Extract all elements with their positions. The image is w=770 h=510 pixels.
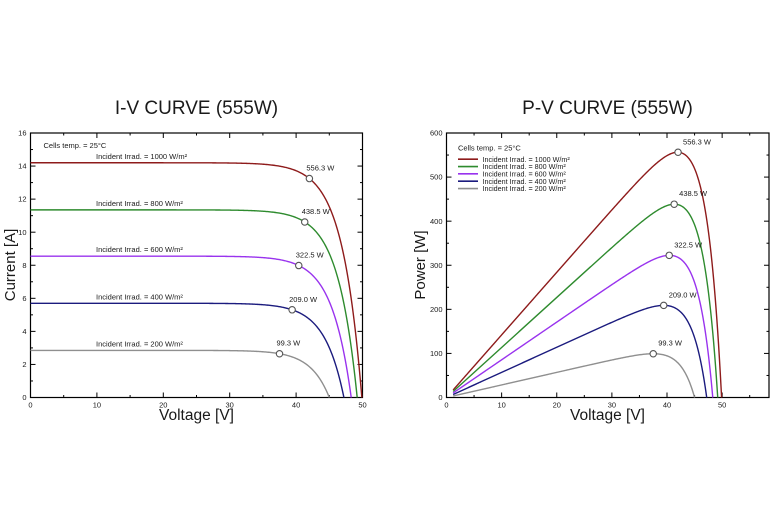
iv-mpp-label-200: 99.3 W (277, 339, 302, 348)
pv-x-tick-label: 30 (608, 401, 616, 410)
iv-mpp-label-1000: 556.3 W (306, 164, 335, 173)
iv-x-tick-label: 0 (28, 401, 32, 410)
iv-series-label-200: Incident Irrad. = 200 W/m² (96, 339, 183, 348)
pv-x-tick-label: 10 (497, 401, 505, 410)
pv-mpp-marker-800 (670, 200, 678, 208)
pv-y-axis-label: Power [W] (412, 230, 429, 300)
pv-y-tick-label: 0 (438, 393, 442, 402)
pv-x-tick-label: 40 (663, 401, 671, 410)
iv-x-axis-label: Voltage [V] (159, 407, 234, 424)
pv-mpp-label-1000: 556.3 W (683, 137, 712, 146)
iv-y-tick-label: 12 (18, 195, 26, 204)
iv-series-label-600: Incident Irrad. = 600 W/m² (96, 245, 183, 254)
pv-y-tick-label: 400 (430, 217, 443, 226)
pv-mpp-label-600: 322.5 W (674, 240, 703, 249)
pv-mpp-label-400: 209.0 W (669, 290, 698, 299)
iv-y-tick-label: 16 (18, 129, 26, 138)
pv-x-tick-label: 50 (718, 401, 726, 410)
iv-y-tick-label: 2 (22, 360, 26, 369)
pv-y-tick-label: 300 (430, 261, 443, 270)
pv-chart-title: P-V CURVE (555W) (522, 98, 693, 119)
pv-y-tick-label: 500 (430, 173, 443, 182)
pv-curve-400 (452, 304, 708, 398)
pv-x-tick-label: 0 (444, 401, 448, 410)
pv-legend-label-1: Incident Irrad. = 800 W/m² (483, 162, 567, 171)
iv-x-tick-label: 10 (93, 401, 101, 410)
iv-chart-title: I-V CURVE (555W) (114, 98, 279, 119)
pv-legend-title: Cells temp. = 25°C (458, 144, 521, 153)
pv-y-tick-label: 100 (430, 349, 443, 358)
iv-y-tick-label: 4 (22, 327, 26, 336)
iv-mpp-label-600: 322.5 W (296, 251, 325, 260)
iv-curve-600 (30, 255, 352, 398)
pv-y-tick-label: 200 (430, 305, 443, 314)
iv-x-tick-label: 40 (292, 401, 300, 410)
iv-cells-temp-annotation: Cells temp. = 25°C (44, 141, 107, 150)
iv-x-tick-label: 30 (226, 401, 234, 410)
iv-mpp-marker-400 (288, 306, 296, 314)
iv-y-tick-label: 14 (18, 162, 26, 171)
iv-mpp-marker-200 (275, 349, 284, 358)
pv-x-axis-label: Voltage [V] (570, 407, 645, 424)
iv-x-tick-label: 50 (358, 401, 366, 410)
iv-series-label-400: Incident Irrad. = 400 W/m² (96, 292, 183, 301)
pv-legend-label-4: Incident Irrad. = 200 W/m² (483, 184, 567, 193)
pv-y-tick-label: 600 (430, 129, 443, 138)
pv-mpp-marker-400 (659, 301, 668, 310)
iv-axes-box (29, 132, 364, 399)
pv-legend-label-2: Incident Irrad. = 600 W/m² (483, 169, 567, 178)
iv-mpp-label-800: 438.5 W (302, 207, 331, 216)
pv-x-tick-label: 20 (553, 401, 561, 410)
iv-curve-200 (30, 349, 330, 398)
iv-mpp-label-400: 209.0 W (289, 295, 318, 304)
iv-x-tick-label: 20 (159, 401, 167, 410)
pv-mpp-label-800: 438.5 W (679, 189, 708, 198)
iv-mpp-marker-600 (295, 261, 303, 270)
pv-legend-label-0: Incident Irrad. = 1000 W/m² (483, 155, 571, 164)
iv-y-axis-label: Current [A] (2, 228, 19, 302)
iv-y-tick-label: 8 (22, 261, 26, 270)
iv-y-tick-label: 10 (18, 228, 26, 237)
iv-mpp-marker-800 (300, 218, 309, 226)
pv-mpp-label-200: 99.3 W (658, 339, 683, 348)
iv-mpp-marker-1000 (305, 174, 314, 183)
pv-curve-200 (452, 353, 696, 398)
iv-series-label-1000: Incident Irrad. = 1000 W/m² (96, 152, 188, 161)
iv-y-tick-label: 0 (22, 393, 26, 402)
pv-curve-800 (452, 203, 719, 398)
pv-mpp-marker-1000 (674, 148, 682, 157)
iv-series-label-800: Incident Irrad. = 800 W/m² (96, 199, 183, 208)
pv-mpp-marker-600 (665, 251, 673, 260)
iv-curve-1000 (30, 162, 363, 398)
pv-mpp-marker-200 (649, 349, 657, 358)
iv-y-tick-label: 6 (22, 294, 26, 303)
pv-legend-label-3: Incident Irrad. = 400 W/m² (483, 177, 567, 186)
